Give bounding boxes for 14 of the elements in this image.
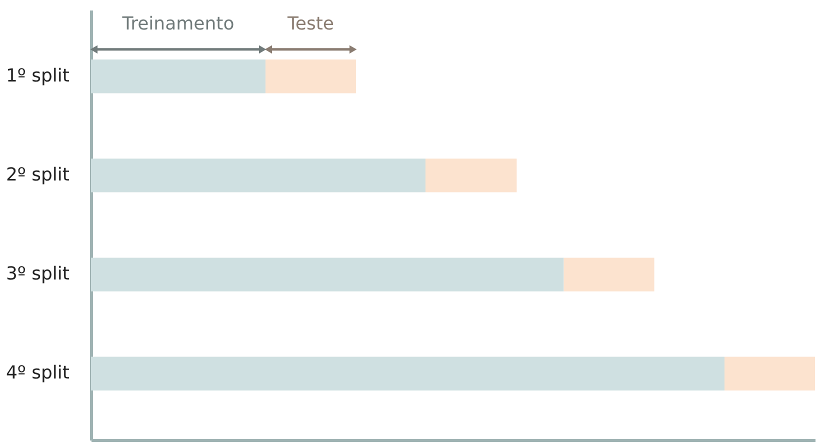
bar bbox=[91, 60, 266, 94]
bar bbox=[91, 158, 426, 192]
bar bbox=[564, 258, 654, 292]
bar bbox=[425, 158, 517, 192]
y-tick-label: 2º split bbox=[6, 164, 70, 186]
y-tick-label: 1º split bbox=[6, 65, 70, 86]
series-label: Treinamento bbox=[121, 13, 234, 34]
bar bbox=[91, 356, 724, 390]
bar bbox=[724, 356, 815, 390]
y-tick-label: 3º split bbox=[6, 264, 70, 285]
bar bbox=[265, 60, 356, 94]
bar bbox=[91, 258, 564, 292]
series-label: Teste bbox=[286, 13, 334, 34]
y-tick-label: 4º split bbox=[6, 362, 70, 384]
